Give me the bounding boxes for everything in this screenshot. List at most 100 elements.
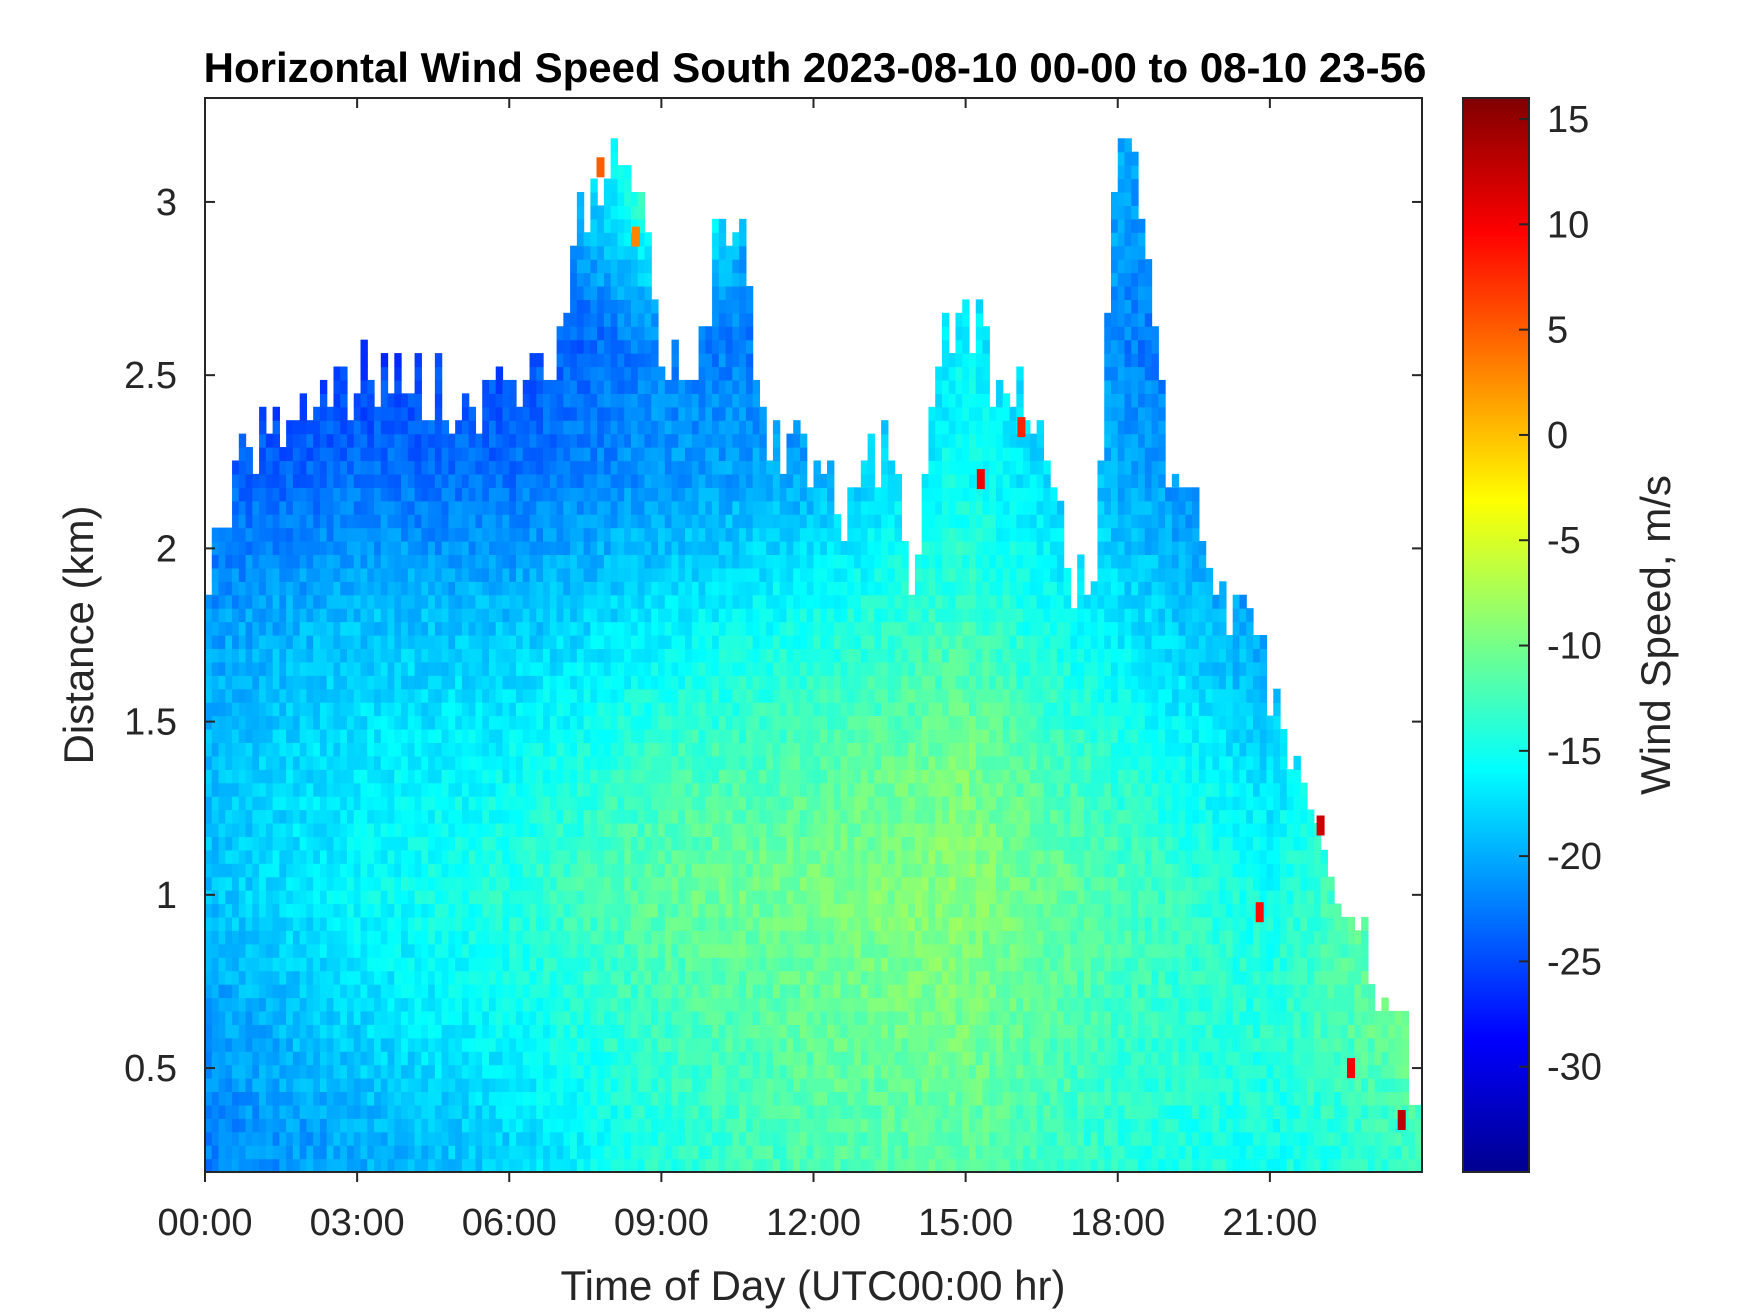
heatmap-cell: [624, 460, 632, 475]
heatmap-cell: [678, 809, 686, 824]
heatmap-cell: [306, 957, 314, 972]
heatmap-cell: [630, 594, 639, 609]
heatmap-cell: [319, 541, 328, 556]
heatmap-cell: [759, 1010, 767, 1025]
heatmap-cell: [630, 621, 639, 636]
heatmap-cell: [434, 433, 443, 448]
heatmap-cell: [333, 822, 341, 837]
heatmap-cell: [664, 742, 673, 757]
heatmap-cell: [326, 849, 335, 864]
heatmap-cell: [549, 581, 558, 596]
heatmap-cell: [461, 702, 470, 717]
heatmap-cell: [414, 608, 422, 623]
heatmap-cell: [739, 903, 747, 918]
heatmap-cell: [617, 822, 625, 837]
heatmap-cell: [292, 447, 301, 462]
heatmap-cell: [745, 890, 754, 905]
heatmap-cell: [394, 541, 402, 556]
heatmap-cell: [617, 796, 625, 811]
heatmap-cell: [232, 1037, 240, 1052]
heatmap-cell: [739, 1078, 747, 1093]
heatmap-cell: [238, 742, 247, 757]
heatmap-cell: [286, 1024, 294, 1039]
heatmap-cell: [576, 1010, 585, 1025]
heatmap-cell: [299, 581, 308, 596]
heatmap-cell: [529, 1104, 537, 1119]
heatmap-cell: [739, 460, 747, 475]
heatmap-cell: [630, 1024, 639, 1039]
heatmap-cell: [556, 527, 564, 542]
heatmap-cell: [495, 1010, 504, 1025]
heatmap-cell: [461, 527, 470, 542]
heatmap-cell: [603, 353, 612, 368]
heatmap-cell: [238, 715, 247, 730]
heatmap-cell: [495, 675, 504, 690]
heatmap-cell: [651, 1091, 659, 1106]
heatmap-cell: [434, 1064, 443, 1079]
heatmap-cell: [745, 715, 754, 730]
heatmap-cell: [509, 594, 517, 609]
heatmap-cell: [678, 796, 686, 811]
heatmap-cell: [407, 702, 416, 717]
heatmap-cell: [360, 594, 368, 609]
heatmap-cell: [218, 554, 226, 569]
heatmap-cell: [441, 809, 449, 824]
heatmap-cell: [326, 890, 335, 905]
heatmap-cell: [488, 581, 497, 596]
heatmap-cell: [570, 1145, 578, 1160]
heatmap-cell: [232, 742, 240, 757]
heatmap-cell: [718, 903, 727, 918]
heatmap-cell: [265, 621, 274, 636]
heatmap-cell: [211, 1091, 220, 1106]
heatmap-cell: [448, 487, 456, 502]
heatmap-cell: [252, 702, 260, 717]
heatmap-cell: [603, 1010, 612, 1025]
heatmap-cell: [367, 970, 375, 985]
heatmap-cell: [380, 715, 389, 730]
heatmap-cell: [333, 782, 341, 797]
heatmap-cell: [624, 541, 632, 556]
heatmap-cell: [637, 1104, 646, 1119]
heatmap-cell: [387, 406, 395, 421]
heatmap-cell: [590, 809, 598, 824]
heatmap-cell: [245, 621, 253, 636]
heatmap-cell: [448, 1024, 456, 1039]
heatmap-cell: [299, 648, 308, 663]
heatmap-cell: [387, 1078, 395, 1093]
heatmap-cell: [441, 1104, 449, 1119]
heatmap-cell: [563, 903, 571, 918]
heatmap-cell: [421, 742, 429, 757]
heatmap-cell: [401, 420, 409, 435]
heatmap-cell: [610, 715, 619, 730]
heatmap-cell: [346, 661, 355, 676]
heatmap-cell: [346, 1145, 355, 1160]
heatmap-cell: [597, 1010, 605, 1025]
heatmap-cell: [718, 594, 727, 609]
heatmap-cell: [434, 1104, 443, 1119]
heatmap-cell: [340, 447, 348, 462]
heatmap-cell: [259, 420, 267, 435]
heatmap-cell: [597, 567, 605, 582]
heatmap-cell: [292, 957, 301, 972]
heatmap-cell: [502, 1064, 510, 1079]
heatmap-cell: [286, 635, 294, 650]
heatmap-cell: [705, 849, 713, 864]
heatmap-cell: [455, 728, 463, 743]
heatmap-cell: [232, 809, 240, 824]
heatmap-cell: [718, 849, 727, 864]
heatmap-cell: [752, 957, 761, 972]
heatmap-cell: [387, 984, 395, 999]
heatmap-cell: [570, 836, 578, 851]
heatmap-cell: [475, 608, 483, 623]
heatmap-cell: [434, 755, 443, 770]
heatmap-cell: [374, 473, 382, 488]
heatmap-cell: [441, 1145, 449, 1160]
heatmap-cell: [407, 957, 416, 972]
heatmap-cell: [448, 809, 456, 824]
heatmap-cell: [468, 661, 477, 676]
heatmap-cell: [624, 1145, 632, 1160]
heatmap-cell: [265, 675, 274, 690]
heatmap-cell: [698, 527, 706, 542]
heatmap-cell: [718, 541, 727, 556]
heatmap-cell: [245, 1010, 253, 1025]
